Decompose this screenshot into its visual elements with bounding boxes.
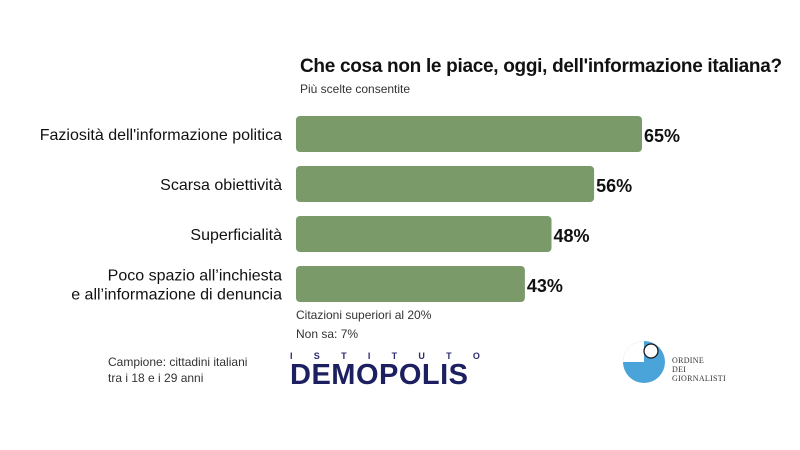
istituto-letter: I <box>367 351 371 361</box>
odg-line-1: ORDINE <box>672 356 705 365</box>
odg-line-2: DEI <box>672 365 687 374</box>
sample-description: Campione: cittadini italiani tra i 18 e … <box>108 354 247 386</box>
category-label: e all’informazione di denuncia <box>71 287 282 304</box>
category-label: Scarsa obiettività <box>160 177 282 194</box>
bar <box>296 266 525 302</box>
bar <box>296 116 642 152</box>
bar <box>296 216 552 252</box>
odg-circle-icon <box>623 341 665 383</box>
ordine-giornalisti-logo: ORDINE DEI GIORNALISTI <box>622 338 762 388</box>
sample-line-1: Campione: cittadini italiani <box>108 355 248 369</box>
value-label: 43% <box>527 276 563 296</box>
chart-title: Che cosa non le piace, oggi, dell'inform… <box>300 56 782 77</box>
demopolis-logo: I S T I T U T O DEMOPOLIS <box>290 351 490 392</box>
note-dont-know: Non sa: 7% <box>296 327 359 341</box>
sample-line-2: tra i 18 e i 29 anni <box>108 371 204 385</box>
category-label: Superficialità <box>190 227 282 244</box>
demopolis-wordmark: DEMOPOLIS <box>290 359 469 391</box>
istituto-letter: I <box>290 351 293 361</box>
chart-subtitle: Più scelte consentite <box>300 82 411 96</box>
istituto-letter: U <box>418 351 425 361</box>
category-label: Faziosità dell'informazione politica <box>40 127 282 144</box>
istituto-letter: T <box>341 351 347 361</box>
istituto-letter: T <box>446 351 452 361</box>
value-label: 48% <box>554 226 590 246</box>
istituto-letter: S <box>313 351 320 361</box>
odg-line-3: GIORNALISTI <box>672 374 726 383</box>
value-label: 65% <box>644 126 680 146</box>
bar <box>296 166 595 202</box>
istituto-letter: T <box>391 351 398 361</box>
note-citations: Citazioni superiori al 20% <box>296 308 432 322</box>
istituto-letter: O <box>472 351 480 361</box>
value-label: 56% <box>596 176 632 196</box>
category-label: Poco spazio all’inchiesta <box>108 268 282 285</box>
